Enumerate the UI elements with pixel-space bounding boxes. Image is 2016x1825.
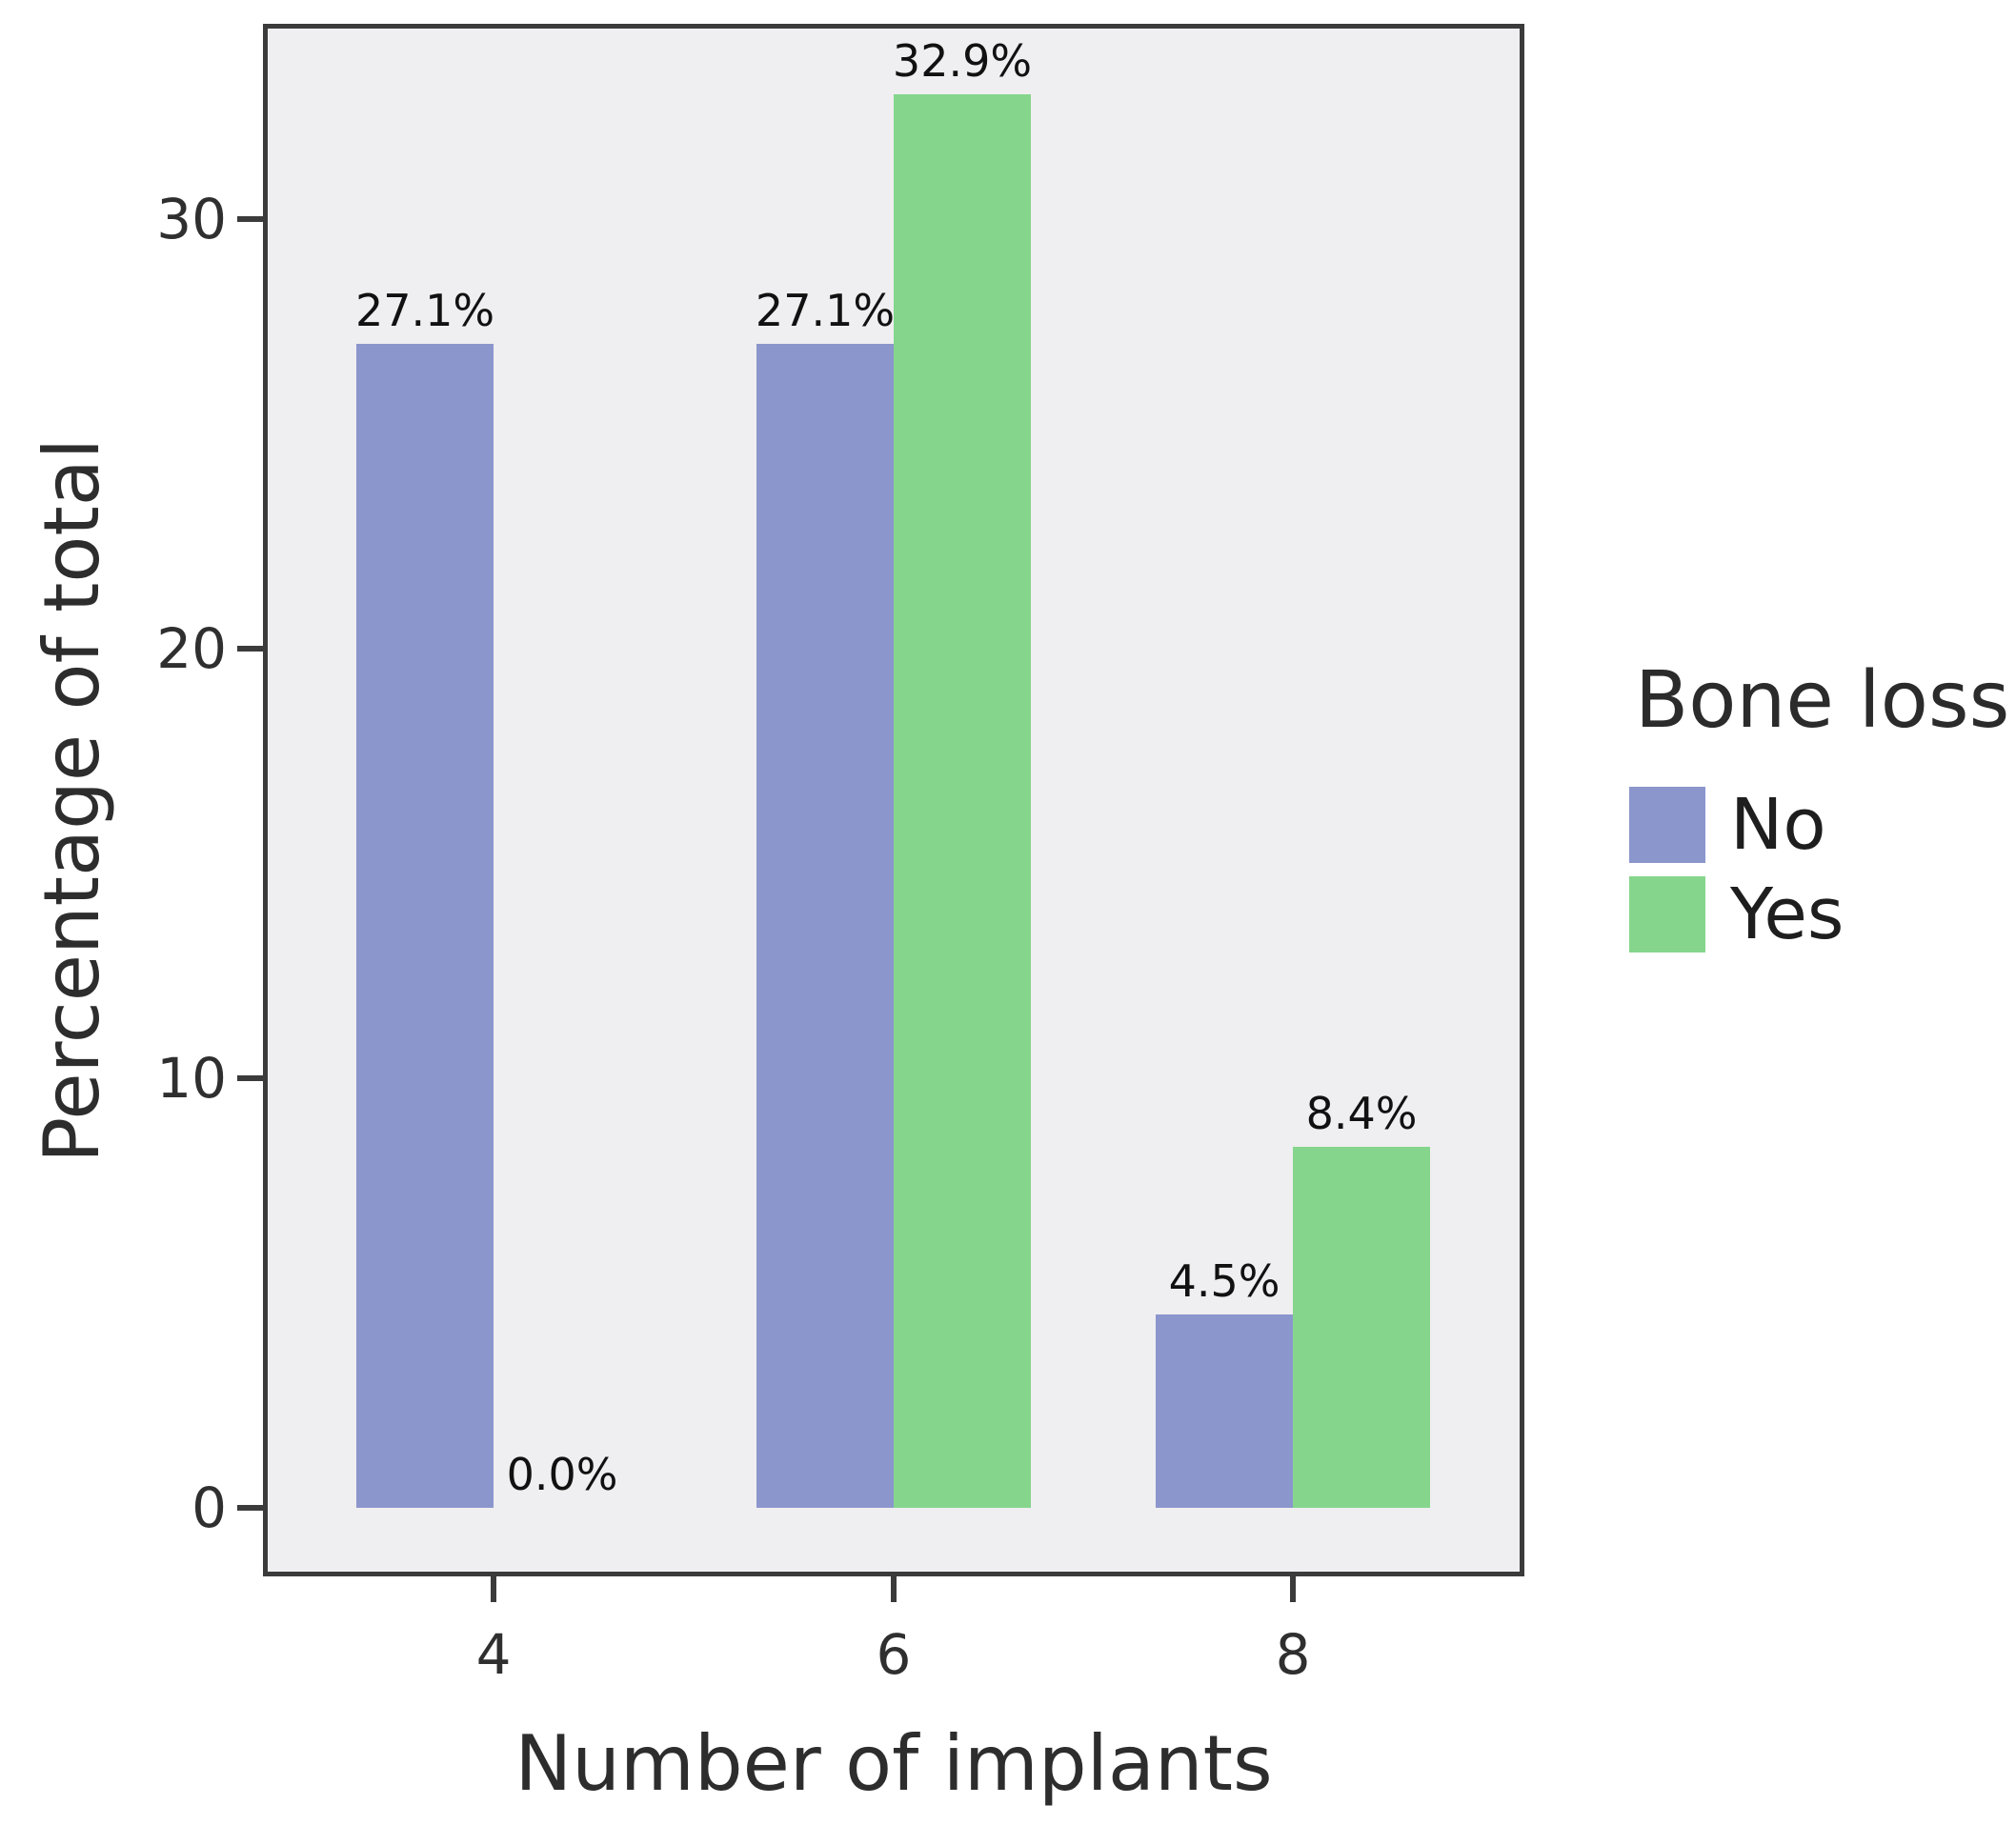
bar-value-label-yes-4: 0.0%: [506, 1448, 618, 1500]
bar-value-label-no-8: 4.5%: [1168, 1254, 1280, 1307]
y-tick-label-10: 10: [156, 1045, 227, 1111]
bar-yes-6: [894, 94, 1031, 1508]
legend-label-no: No: [1730, 784, 1826, 866]
legend: Bone loss No Yes: [1629, 655, 2009, 963]
x-tick-mark-8: [1290, 1576, 1297, 1602]
x-tick-label-4: 4: [475, 1622, 512, 1687]
legend-label-yes: Yes: [1730, 873, 1845, 955]
bar-no-6: [756, 343, 894, 1508]
x-tick-label-6: 6: [876, 1622, 912, 1687]
y-tick-mark-10: [237, 1074, 263, 1081]
x-tick-mark-4: [491, 1576, 497, 1602]
bar-yes-8: [1293, 1147, 1431, 1508]
y-tick-label-30: 30: [156, 187, 227, 252]
y-tick-mark-30: [237, 216, 263, 223]
legend-swatch-no: [1629, 787, 1705, 863]
bar-value-label-yes-8: 8.4%: [1305, 1088, 1418, 1140]
y-axis-label: Percentage of total: [27, 437, 116, 1163]
bar-no-8: [1156, 1314, 1294, 1508]
x-tick-mark-6: [891, 1576, 897, 1602]
legend-title: Bone loss: [1635, 655, 2010, 746]
y-tick-mark-20: [237, 646, 263, 652]
bar-value-label-no-4: 27.1%: [354, 284, 495, 336]
x-tick-label-8: 8: [1275, 1622, 1311, 1687]
legend-entry-no: No: [1629, 784, 2009, 866]
legend-swatch-yes: [1629, 876, 1705, 953]
bar-no-4: [356, 343, 494, 1508]
legend-entry-yes: Yes: [1629, 873, 2009, 955]
y-tick-label-0: 0: [192, 1474, 227, 1540]
bar-value-label-no-6: 27.1%: [755, 284, 896, 336]
y-tick-label-20: 20: [156, 616, 227, 682]
y-tick-mark-0: [237, 1504, 263, 1511]
x-axis-label: Number of implants: [514, 1719, 1273, 1808]
y-axis-label-box: Percentage of total: [0, 24, 143, 1576]
bar-value-label-yes-6: 32.9%: [892, 35, 1033, 88]
